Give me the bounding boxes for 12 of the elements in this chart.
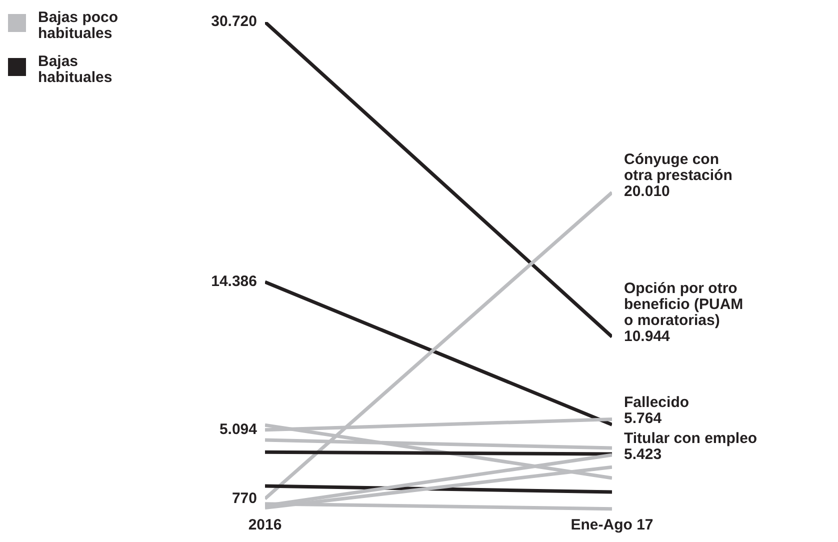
- x-tick-label: Ene-Ago 17: [570, 516, 654, 534]
- data-label: Fallecido 5.764: [624, 394, 690, 428]
- data-label: Cónyuge con otra prestación 20.010: [624, 151, 732, 200]
- legend-label: Bajas habituales: [38, 53, 114, 86]
- data-label: 770: [232, 490, 257, 507]
- data-label: Opción por otro beneficio (PUAM o moratorias) 10.944: [624, 280, 744, 345]
- data-label: 5.094: [219, 420, 257, 438]
- x-tick-label: 2016: [248, 516, 282, 534]
- data-label: Titular con empleo 5.423: [624, 430, 758, 464]
- data-label: 30.720: [211, 13, 257, 30]
- data-label: 14.386: [211, 273, 257, 290]
- legend-label: Bajas poco habituales: [38, 9, 120, 42]
